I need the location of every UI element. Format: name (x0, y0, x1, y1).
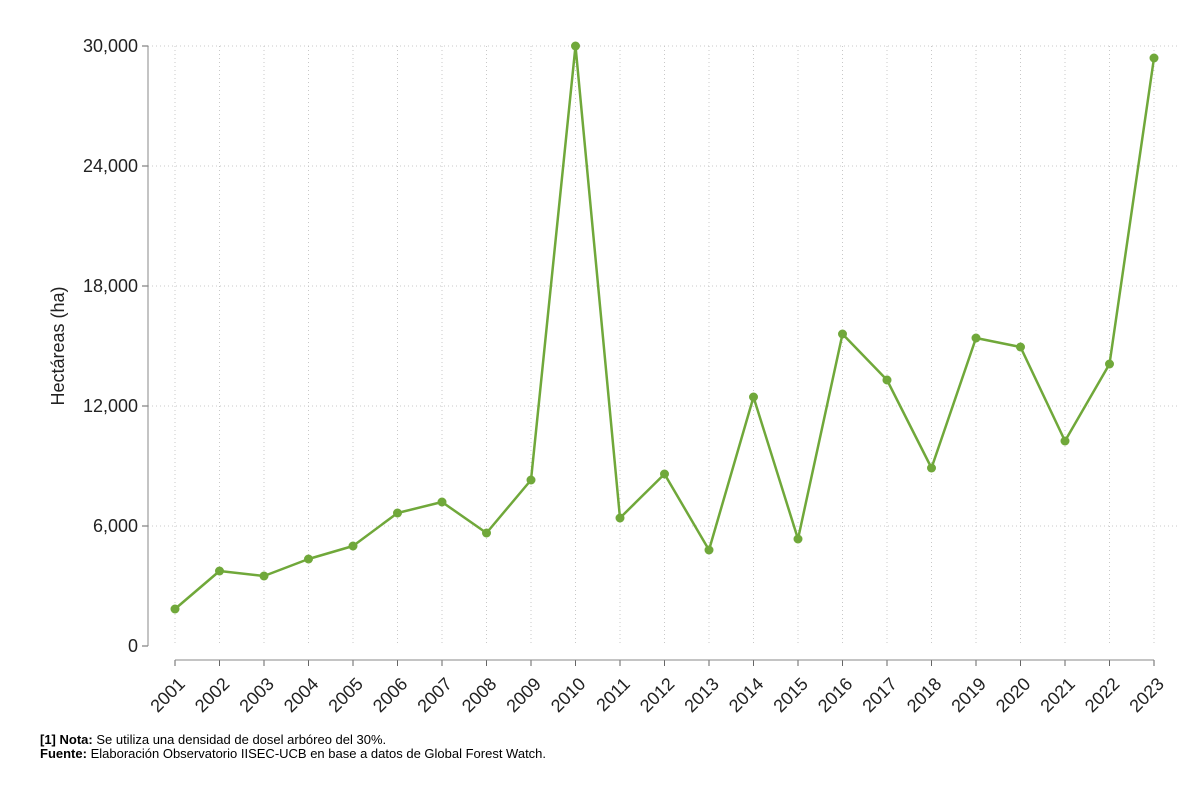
source-text: Elaboración Observatorio IISEC-UCB en ba… (86, 746, 547, 761)
data-point (971, 333, 981, 343)
x-tick-label: 2010 (547, 674, 589, 716)
data-point (1105, 359, 1114, 369)
data-point (660, 469, 669, 479)
data-point (170, 604, 180, 614)
x-tick-label: 2003 (235, 674, 277, 716)
source-line: Fuente: Elaboración Observatorio IISEC-U… (40, 747, 546, 761)
x-tick-label: 2017 (858, 674, 900, 716)
data-point (393, 508, 402, 518)
data-point (526, 475, 536, 485)
x-tick-label: 2022 (1081, 674, 1123, 716)
data-point (571, 41, 580, 51)
y-tick-label: 12,000 (83, 396, 138, 416)
x-tick-label: 2009 (502, 674, 544, 716)
x-tick-label: 2013 (680, 674, 722, 716)
data-point (704, 545, 714, 555)
data-point (348, 541, 358, 551)
y-tick-label: 30,000 (83, 36, 138, 56)
x-tick-label: 2004 (280, 674, 322, 716)
footnotes: [1] Nota: Se utiliza una densidad de dos… (40, 733, 546, 761)
source-prefix: Fuente: (40, 746, 87, 761)
y-tick-label: 18,000 (83, 276, 138, 296)
x-tick-label: 2016 (814, 674, 856, 716)
y-tick-labels: 0 6,000 12,000 18,000 24,000 30,000 (83, 36, 138, 656)
y-tick-label: 6,000 (93, 516, 138, 536)
data-point (1149, 53, 1159, 63)
axes (142, 45, 1155, 666)
grid (148, 45, 1180, 646)
data-point (927, 463, 936, 473)
data-point (215, 566, 224, 576)
data-point (437, 497, 447, 507)
x-tick-label: 2014 (725, 674, 767, 716)
x-tick-label: 2023 (1125, 674, 1167, 716)
x-tick-label: 2005 (324, 674, 366, 716)
data-point (1060, 436, 1070, 446)
data-point (259, 571, 269, 581)
x-tick-label: 2002 (191, 674, 233, 716)
y-tick-label: 24,000 (83, 156, 138, 176)
x-tick-labels: 2001 2002 2003 2004 2005 2006 2007 2008 2009 2010… (146, 674, 1167, 716)
x-tick-label: 2019 (947, 674, 989, 716)
x-tick-label: 2015 (769, 674, 811, 716)
data-point (882, 375, 892, 385)
data-point (793, 534, 803, 544)
data-point (482, 528, 491, 538)
x-tick-label: 2018 (903, 674, 945, 716)
y-axis-label: Hectáreas (ha) (48, 286, 68, 405)
x-tick-label: 2001 (146, 674, 188, 716)
x-tick-label: 2012 (636, 674, 678, 716)
x-tick-label: 2021 (1036, 674, 1078, 716)
note-text: Se utiliza una densidad de dosel arbóreo… (92, 732, 387, 747)
x-tick-label: 2006 (369, 674, 411, 716)
x-tick-label: 2020 (992, 674, 1034, 716)
data-point (304, 554, 313, 564)
note-prefix: [1] Nota: (40, 732, 93, 747)
data-point (749, 392, 758, 402)
x-tick-label: 2011 (592, 674, 634, 716)
y-tick-label: 0 (128, 636, 138, 656)
data-point (838, 329, 847, 339)
data-point (1016, 342, 1025, 352)
x-tick-label: 2007 (413, 674, 455, 716)
x-tick-label: 2008 (458, 674, 500, 716)
data-point (615, 513, 625, 523)
series-group (170, 41, 1159, 614)
note-line: [1] Nota: Se utiliza una densidad de dos… (40, 733, 546, 747)
